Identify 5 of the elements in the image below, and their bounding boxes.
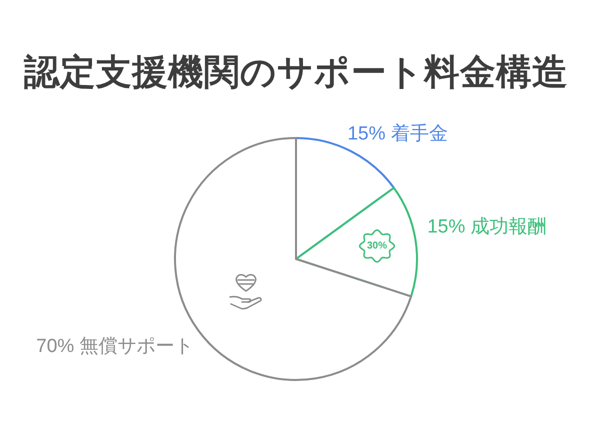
slice-label: 70% 無償サポート bbox=[36, 336, 194, 358]
chart-title: 認定支援機関のサポート料金構造 bbox=[22, 51, 569, 94]
slice-label: 15% 着手金 bbox=[347, 122, 448, 144]
rosette-sticker-icon: 30% bbox=[358, 228, 396, 264]
slice-label: 15% 成功報酬 bbox=[427, 216, 547, 238]
